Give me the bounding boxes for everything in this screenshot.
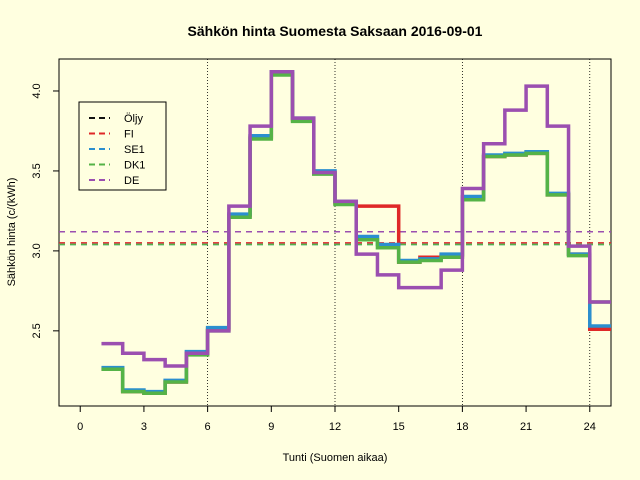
y-tick-label: 3.5 [31, 163, 43, 178]
legend: Öljy FI SE1 DK1 DE [78, 101, 167, 191]
x-tick-label: 9 [268, 421, 274, 433]
chart-title: Sähkön hinta Suomesta Saksaan 2016-09-01 [188, 23, 483, 39]
legend-box [78, 101, 167, 191]
x-tick-label: 21 [520, 421, 532, 433]
x-tick-label: 0 [77, 421, 83, 433]
legend-label: Öljy [124, 113, 143, 125]
legend-label: SE1 [124, 144, 145, 156]
x-tick-label: 18 [456, 421, 468, 433]
legend-label: DK1 [124, 160, 145, 172]
y-tick-label: 3.0 [31, 243, 43, 258]
legend-label: DE [124, 175, 139, 187]
x-tick-label: 6 [205, 421, 211, 433]
x-axis-label: Tunti (Suomen aikaa) [283, 452, 388, 464]
x-axis: 0 3 6 9 12 15 18 21 24 [77, 406, 596, 433]
x-tick-label: 3 [141, 421, 147, 433]
x-tick-label: 15 [393, 421, 405, 433]
y-tick-label: 2.5 [31, 323, 43, 338]
x-tick-label: 12 [329, 421, 341, 433]
mean-price-lines [59, 230, 611, 246]
price-series [101, 70, 611, 395]
x-tick-label: 24 [584, 421, 596, 433]
y-axis-label: Sähkön hinta (c/(kWh) [6, 178, 18, 287]
legend-label: FI [124, 129, 134, 141]
y-axis: 2.5 3.0 3.5 4.0 [31, 83, 59, 338]
y-tick-label: 4.0 [31, 83, 43, 98]
series-line [101, 70, 611, 368]
vertical-reference-lines [207, 59, 591, 406]
